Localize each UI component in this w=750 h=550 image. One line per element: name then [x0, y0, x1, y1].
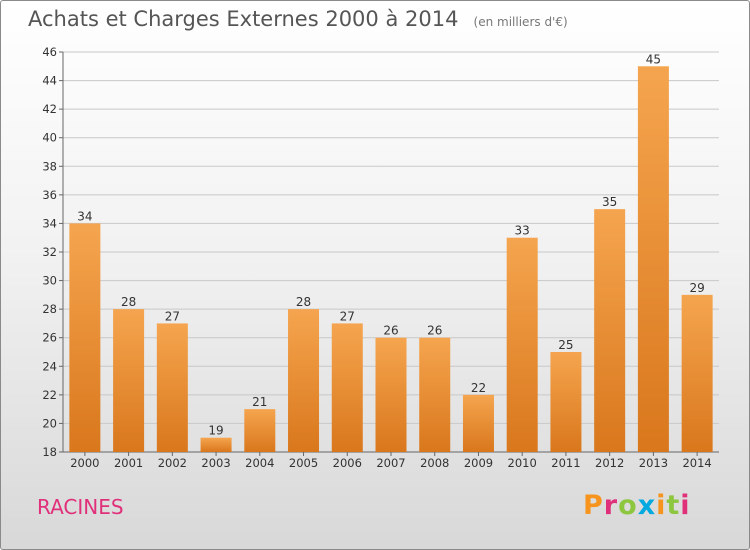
y-tick-label: 44 [42, 74, 57, 88]
y-tick-label: 36 [42, 188, 57, 202]
bar [550, 352, 582, 452]
y-tick-label: 26 [42, 331, 57, 345]
chart-title: Achats et Charges Externes 2000 à 2014 [28, 7, 459, 31]
bar [200, 437, 232, 452]
y-tick-label: 46 [42, 45, 57, 59]
bar [331, 323, 363, 452]
data-label: 45 [646, 52, 661, 66]
y-tick-label: 42 [42, 102, 57, 116]
data-label: 19 [208, 424, 223, 438]
x-tick-label: 2003 [201, 456, 230, 470]
data-label: 34 [77, 209, 92, 223]
bar [462, 394, 494, 452]
x-tick-label: 2012 [595, 456, 624, 470]
logo-letter: t [666, 490, 681, 521]
data-label: 27 [340, 309, 355, 323]
x-tick-label: 2001 [114, 456, 143, 470]
x-tick-label: 2009 [464, 456, 493, 470]
proxiti-logo: Proxiti [583, 490, 691, 521]
bar [637, 66, 669, 453]
bar [681, 294, 713, 452]
x-tick-label: 2002 [158, 456, 187, 470]
x-tick-label: 2006 [333, 456, 362, 470]
y-tick-label: 24 [42, 359, 57, 373]
data-label: 27 [165, 309, 180, 323]
logo-letter: o [618, 490, 638, 521]
commune-name: RACINES [37, 495, 124, 519]
bar [113, 309, 145, 452]
x-tick-label: 2011 [551, 456, 580, 470]
bar [156, 323, 188, 452]
labels: 18 20 22 24 26 28 30 32 34 36 38 40 42 44 46 2000 34 2001… [42, 45, 711, 470]
x-tick-label: 2004 [245, 456, 274, 470]
chart-subtitle: (en milliers d'€) [473, 15, 568, 29]
bar [375, 337, 407, 452]
data-label: 26 [427, 324, 442, 338]
x-tick-label: 2010 [508, 456, 537, 470]
logo-letter: i [656, 490, 667, 521]
data-label: 25 [558, 338, 573, 352]
bar [288, 309, 320, 452]
y-tick-label: 20 [42, 416, 57, 430]
y-tick-label: 22 [42, 388, 57, 402]
data-label: 35 [602, 195, 617, 209]
data-label: 26 [383, 324, 398, 338]
logo-letter: r [603, 490, 619, 521]
y-tick-label: 30 [42, 274, 57, 288]
data-label: 28 [296, 295, 311, 309]
data-label: 29 [689, 281, 704, 295]
logo-letter: i [680, 490, 691, 521]
x-tick-label: 2014 [682, 456, 711, 470]
bar [506, 237, 538, 452]
bar [244, 409, 276, 452]
bar [594, 209, 626, 452]
title-row: Achats et Charges Externes 2000 à 2014 (… [28, 7, 568, 31]
x-tick-label: 2008 [420, 456, 449, 470]
data-label: 21 [252, 395, 267, 409]
data-label: 28 [121, 295, 136, 309]
y-tick-label: 34 [42, 216, 57, 230]
x-tick-label: 2007 [376, 456, 405, 470]
logo-letter: P [583, 490, 604, 521]
y-tick-label: 38 [42, 159, 57, 173]
bars [69, 66, 713, 453]
logo-letter: x [637, 490, 657, 521]
x-tick-label: 2013 [639, 456, 668, 470]
y-tick-label: 40 [42, 131, 57, 145]
y-tick-label: 28 [42, 302, 57, 316]
bar [69, 223, 101, 452]
y-tick-label: 18 [42, 445, 57, 459]
x-tick-label: 2000 [70, 456, 99, 470]
x-tick-label: 2005 [289, 456, 318, 470]
y-tick-label: 32 [42, 245, 57, 259]
bar [419, 337, 451, 452]
data-label: 22 [471, 381, 486, 395]
data-label: 33 [515, 224, 530, 238]
